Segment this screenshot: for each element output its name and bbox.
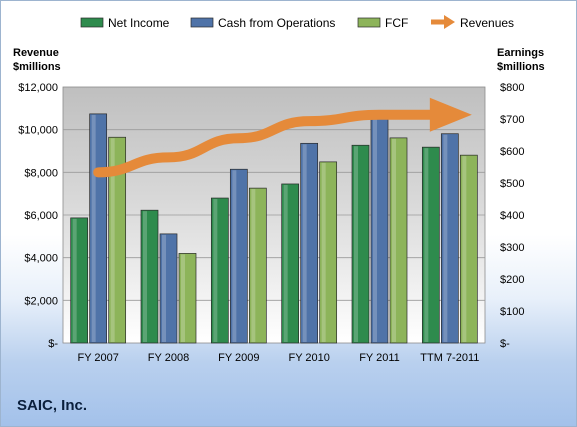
x-tick-label: FY 2011 <box>359 352 400 364</box>
left-tick-label: $10,000 <box>18 125 58 137</box>
bar-cash-from-operations <box>300 142 319 344</box>
legend-label: Cash from Operations <box>218 16 335 30</box>
bar-highlight <box>232 170 237 342</box>
bar-cash-from-operations <box>440 133 459 344</box>
bar-highlight <box>354 146 358 342</box>
bar-highlight <box>72 218 77 342</box>
legend-swatch <box>190 17 214 28</box>
bar-highlight <box>181 254 185 342</box>
right-tick-label: $400 <box>500 210 524 222</box>
bar-highlight <box>251 189 256 342</box>
bar-highlight <box>91 114 96 342</box>
legend-swatch <box>80 17 104 28</box>
bar-net-income <box>140 209 159 344</box>
bar-fcf <box>319 161 338 344</box>
right-axis-title-line1: Earnings <box>497 47 544 59</box>
left-tick-label: $4,000 <box>24 253 58 265</box>
bar-highlight <box>110 138 115 342</box>
bar-highlight <box>162 234 166 342</box>
left-axis-title-line2: $millions <box>13 61 61 73</box>
left-tick-label: $12,000 <box>18 82 58 94</box>
bar-net-income <box>281 183 300 344</box>
bar-highlight <box>462 156 467 342</box>
bar-fcf <box>459 154 478 344</box>
bar-highlight <box>213 199 218 342</box>
right-tick-label: $800 <box>500 82 524 94</box>
bar-highlight <box>143 211 147 342</box>
right-axis-title-line2: $millions <box>497 61 545 73</box>
bar-net-income <box>351 144 370 344</box>
revenue-trend-arrowhead <box>429 97 472 132</box>
legend-label: Revenues <box>460 16 514 30</box>
right-tick-label: $700 <box>500 114 524 126</box>
bar-net-income <box>70 217 89 344</box>
left-tick-label: $8,000 <box>24 167 58 179</box>
bar-fcf <box>389 137 408 344</box>
bar-highlight <box>424 148 429 342</box>
revenue-trend-line <box>93 109 439 178</box>
bar-fcf <box>178 253 197 344</box>
bar-net-income <box>421 146 440 344</box>
right-tick-label: $200 <box>500 274 524 286</box>
bar-cash-from-operations <box>159 233 178 344</box>
bar-fcf <box>248 187 267 344</box>
bar-highlight <box>373 114 377 342</box>
bar-highlight <box>321 162 326 342</box>
x-tick-label: TTM 7-2011 <box>420 352 479 364</box>
bar-fcf <box>108 136 127 344</box>
financial-chart: $- $2,000 $4,000 $6,000 $8,000 $10,000 $12,000… <box>13 15 545 364</box>
legend-label: FCF <box>385 16 408 30</box>
bar-highlight <box>283 184 288 342</box>
legend-arrowhead <box>444 15 455 29</box>
right-tick-label: $600 <box>500 146 524 158</box>
x-tick-label: FY 2010 <box>288 352 329 364</box>
company-name: SAIC, Inc. <box>17 397 88 414</box>
legend-swatch <box>357 17 381 28</box>
right-tick-label: $100 <box>500 306 524 318</box>
bar-net-income <box>210 197 229 344</box>
bar-highlight <box>392 138 396 342</box>
left-tick-label: $2,000 <box>24 295 58 307</box>
right-tick-label: $500 <box>500 178 524 190</box>
bar-highlight <box>443 134 448 342</box>
right-tick-label: $- <box>500 338 510 350</box>
legend-label: Net Income <box>108 16 170 30</box>
x-tick-label: FY 2009 <box>218 352 259 364</box>
x-tick-label: FY 2007 <box>77 352 118 364</box>
left-tick-label: $- <box>48 338 58 350</box>
bar-highlight <box>302 144 307 342</box>
x-tick-label: FY 2008 <box>148 352 189 364</box>
right-tick-label: $300 <box>500 242 524 254</box>
bar-cash-from-operations <box>229 168 248 344</box>
left-axis-title-line1: Revenue <box>13 47 59 59</box>
left-tick-label: $6,000 <box>24 210 58 222</box>
